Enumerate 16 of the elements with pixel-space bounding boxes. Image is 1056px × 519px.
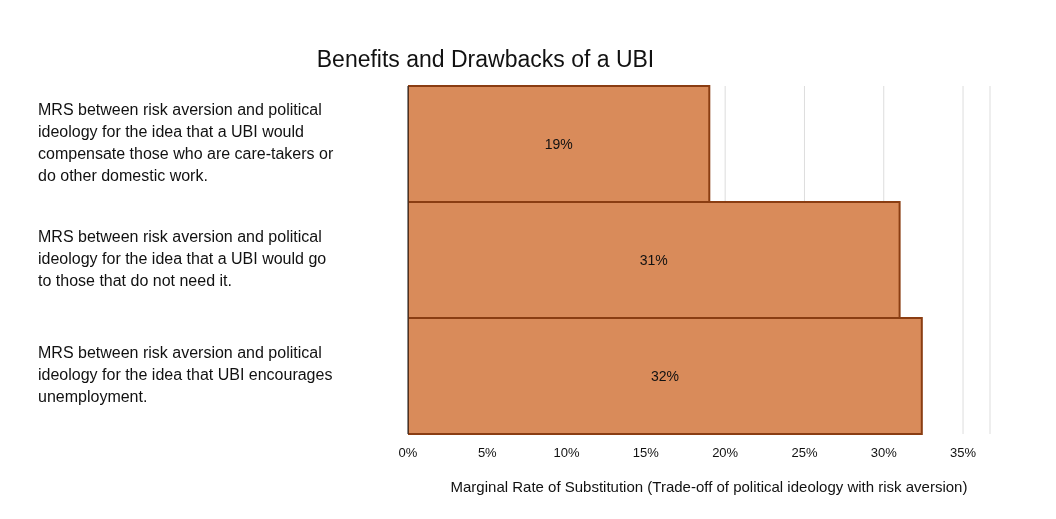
x-tick-label: 35% (950, 445, 977, 461)
x-tick-label: 15% (632, 445, 660, 461)
y-tick-label: MRS between risk aversion and political ideology for the idea that a UBI would go to those that do not need it. (38, 228, 327, 290)
data-label: 32% (650, 367, 679, 384)
y-tick-label: MRS between risk aversion and political ideology for the idea that UBI encourages unemployment. (38, 344, 333, 406)
data-label: 31% (639, 251, 668, 268)
chart-title: Benefits and Drawbacks of a UBI (315, 46, 656, 73)
x-tick-label: 5% (477, 445, 498, 461)
x-tick-label: 25% (791, 445, 818, 461)
y-tick-label: MRS between risk aversion and political ideology for the idea that a UBI would compensate those who are care-takers or do other domestic work. (38, 101, 334, 185)
x-tick-label: 10% (553, 445, 581, 461)
x-tick-label: 20% (712, 445, 739, 461)
data-label: 19% (544, 135, 573, 152)
x-axis-title: Marginal Rate of Substitution (Trade-off of political ideology with risk aversion) (450, 478, 968, 495)
x-tick-label: 0% (398, 445, 418, 461)
x-tick-label: 30% (870, 445, 898, 461)
